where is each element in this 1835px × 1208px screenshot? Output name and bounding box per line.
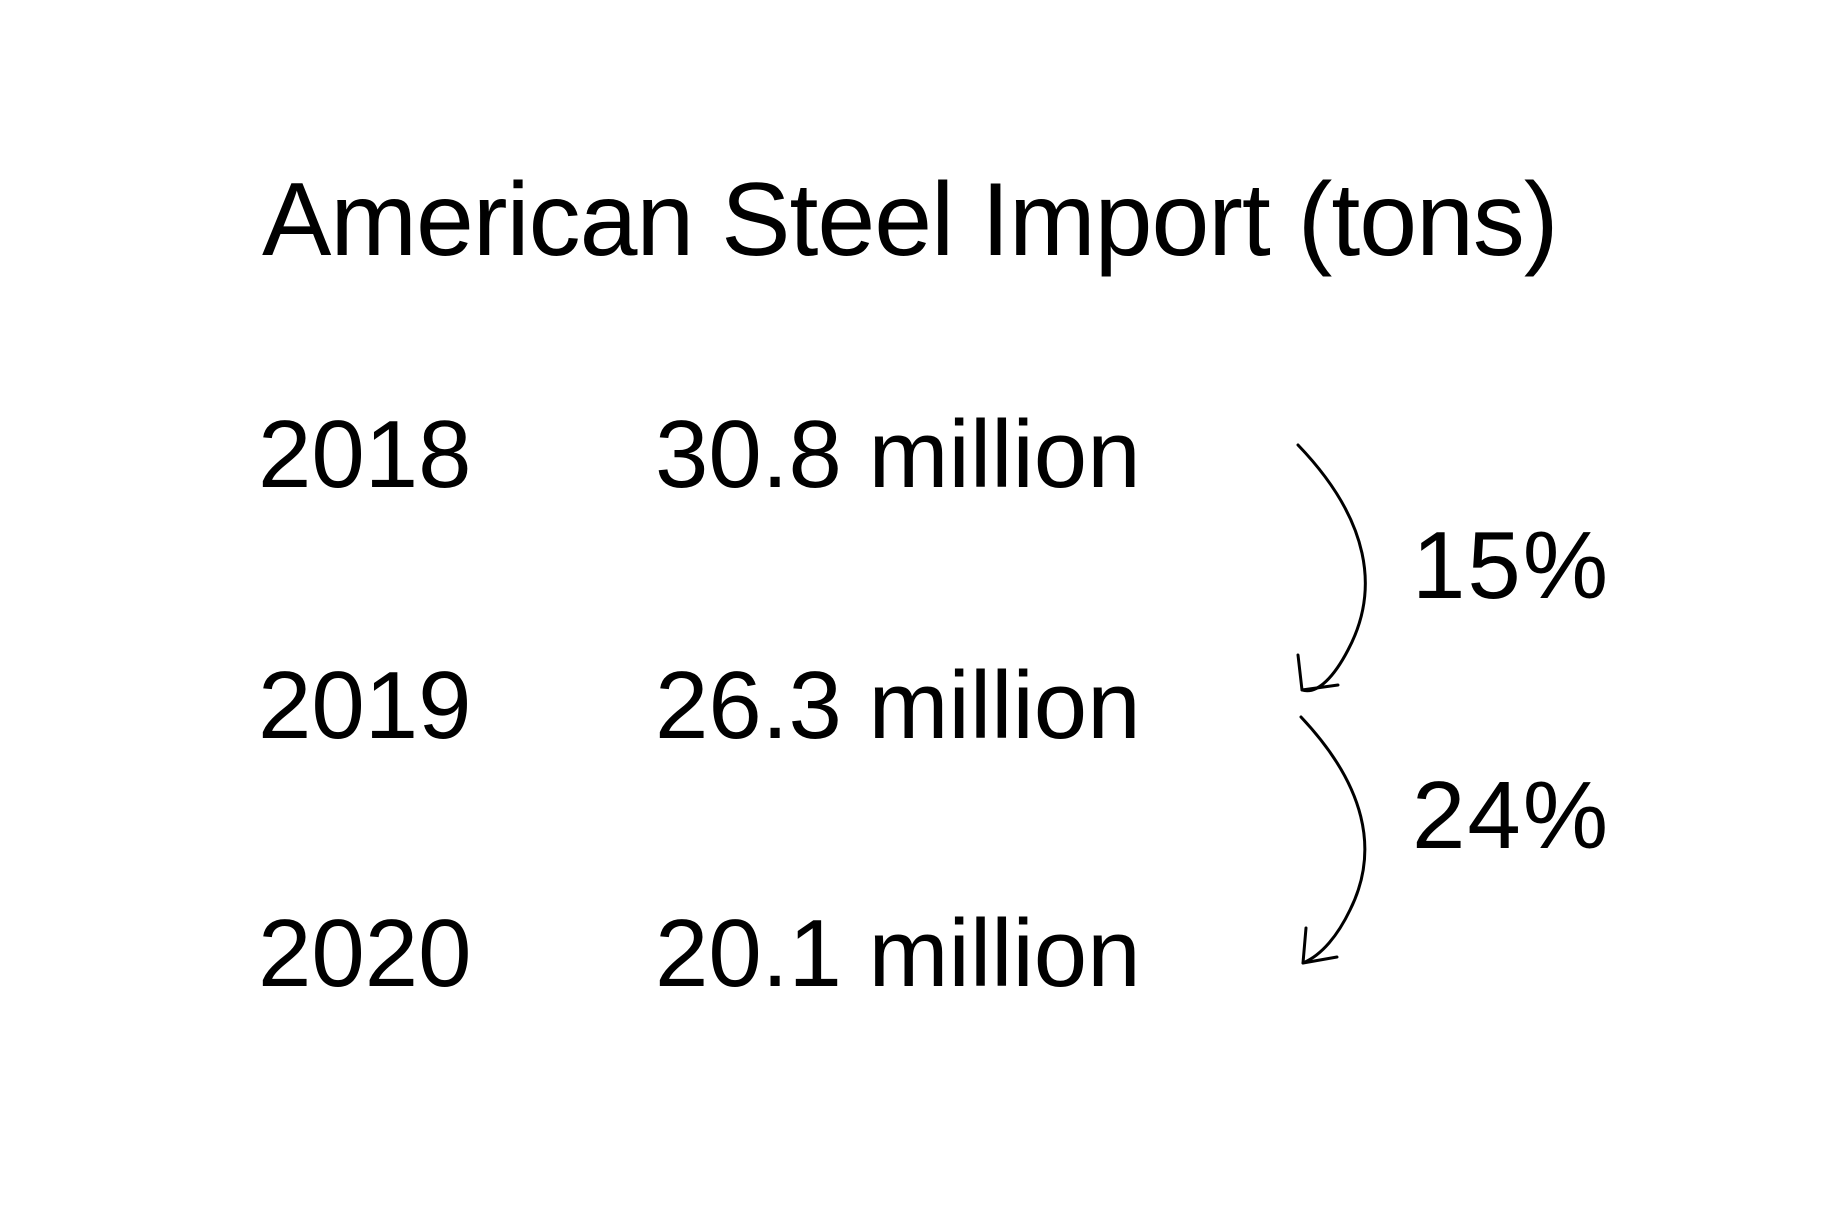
change-label-2019-2020: 24% [1412,762,1611,869]
year-label: 2019 [258,652,472,759]
chart-title: American Steel Import (tons) [262,162,1559,278]
change-arrow-2018-2019 [1296,443,1367,693]
change-label-2018-2019: 15% [1412,512,1611,619]
year-label: 2018 [258,401,472,508]
amount-value: 26.3 million [655,652,1141,759]
amount-value: 20.1 million [655,900,1141,1007]
year-label: 2020 [258,900,472,1007]
amount-value: 30.8 million [655,401,1141,508]
change-arrow-2019-2020 [1299,715,1367,965]
